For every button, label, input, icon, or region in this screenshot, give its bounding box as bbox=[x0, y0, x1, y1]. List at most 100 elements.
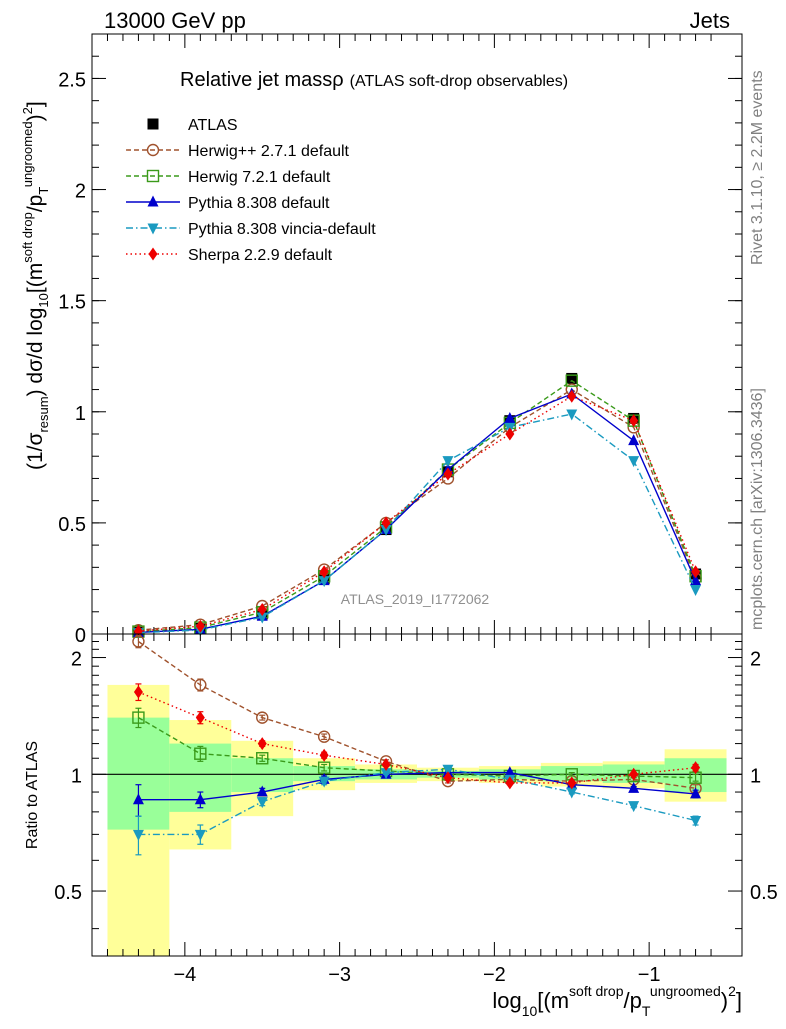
main-point-4-3 bbox=[318, 576, 330, 588]
ratio-point-4-7 bbox=[567, 776, 577, 790]
ratio-point-4-8 bbox=[629, 767, 639, 781]
main-point-4-9 bbox=[690, 585, 702, 597]
main-series-line-5 bbox=[138, 395, 697, 632]
main-ytick-label: 1.5 bbox=[58, 292, 86, 314]
ratio-xtick-label: −3 bbox=[328, 964, 351, 986]
main-ylabel: (1/σresum) dσ/d log10[(msoft drop/pTungr… bbox=[20, 101, 51, 470]
ratio-series-line-3 bbox=[138, 768, 696, 836]
ratio-point-1-0 bbox=[132, 711, 145, 724]
main-ylabel-text: (1/σresum) dσ/d log10[(msoft drop/pTungr… bbox=[20, 101, 51, 470]
ratio-point-3-3 bbox=[318, 776, 330, 788]
ratio-point-4-9 bbox=[691, 761, 701, 775]
ratio-xtick-label: −2 bbox=[483, 964, 506, 986]
ratio-ytick-label-right: 2 bbox=[750, 649, 761, 671]
main-point-4-4 bbox=[380, 525, 392, 537]
ratio-point-4-3 bbox=[319, 748, 329, 762]
x-axis-label: log10[(msoft drop/pTungroomed)2] bbox=[492, 983, 742, 1019]
ratio-ytick-label: 2 bbox=[71, 649, 82, 671]
ratio-xtick-label: −4 bbox=[173, 964, 196, 986]
ratio-point-3-4 bbox=[380, 768, 392, 780]
ratio-point-2-2 bbox=[256, 785, 268, 797]
ratio-xtick-label: −1 bbox=[638, 964, 661, 986]
ratio-point-3-1 bbox=[194, 829, 206, 841]
legend-label-2: Herwig 7.2.1 default bbox=[188, 169, 331, 186]
ratio-point-0-0 bbox=[132, 635, 145, 648]
ratio-point-1-2 bbox=[256, 752, 269, 765]
legend-marker-1 bbox=[146, 143, 160, 157]
ratio-series-line-1 bbox=[138, 716, 696, 779]
ratio-ytick-label-right: 0.5 bbox=[750, 882, 778, 904]
ratio-point-3-8 bbox=[628, 801, 640, 813]
ratio-point-2-6 bbox=[504, 766, 516, 778]
ratio-point-3-5 bbox=[442, 764, 454, 776]
ratio-series-line-0 bbox=[137, 640, 696, 789]
main-series-line-4 bbox=[138, 413, 697, 634]
main-ticks: 0 0.5 1 1.5 2 2.5 bbox=[58, 34, 742, 647]
main-panel: 0 0.5 1 1.5 2 2.5 Relative jet massρ (ATLAS so… bbox=[20, 33, 743, 647]
ratio-point-3-0 bbox=[132, 829, 144, 841]
ratio-point-0-1 bbox=[194, 678, 207, 692]
main-title: Relative jet massρ (ATLAS soft-drop obser… bbox=[180, 69, 568, 91]
main-point-4-7 bbox=[566, 409, 578, 421]
main-point-5-1 bbox=[195, 619, 205, 633]
ratio-ylabel: Ratio to ATLAS bbox=[24, 741, 41, 849]
legend-marker-3 bbox=[147, 195, 159, 207]
main-point-5-3 bbox=[319, 565, 329, 579]
main-title-sub: (ATLAS soft-drop observables) bbox=[350, 73, 568, 90]
ratio-ytick-label-right: 1 bbox=[750, 765, 761, 787]
main-point-5-6 bbox=[505, 427, 515, 441]
main-point-5-4 bbox=[381, 516, 391, 530]
main-point-5-9 bbox=[691, 565, 701, 579]
main-point-3-6 bbox=[504, 411, 516, 423]
ratio-point-1-1 bbox=[194, 747, 207, 760]
ratio-point-0-3 bbox=[317, 730, 331, 743]
ratio-point-3-7 bbox=[566, 787, 578, 799]
main-series-line-1 bbox=[138, 388, 697, 631]
main-point-5-8 bbox=[629, 414, 639, 428]
main-ytick-label: 1 bbox=[75, 403, 86, 425]
ratio-series-layer bbox=[132, 634, 702, 856]
main-title-text: Relative jet massρ bbox=[180, 69, 344, 91]
main-point-3-8 bbox=[628, 434, 640, 446]
legend-label-0: ATLAS bbox=[188, 117, 238, 134]
main-point-5-7 bbox=[567, 389, 577, 403]
ratio-series-line-4 bbox=[138, 691, 696, 784]
legend-marker-4 bbox=[147, 223, 159, 235]
ratio-uncertainty-bands bbox=[107, 684, 727, 956]
ratio-point-4-1 bbox=[195, 711, 205, 725]
ratio-point-2-0 bbox=[132, 793, 144, 805]
ratio-point-4-0 bbox=[133, 685, 143, 699]
mcplots-label: mcplots.cern.ch [arXiv:1306.3436] bbox=[749, 388, 766, 630]
main-series-layer bbox=[132, 372, 702, 640]
ratio-point-3-9 bbox=[690, 816, 702, 828]
ratio-panel: 0.5 0.5 1 1 2 2 −4 −3 −2 −1 Ratio to ATLAS log10[… bbox=[24, 633, 778, 1019]
main-point-5-5 bbox=[443, 467, 453, 481]
ratio-ytick-label: 0.5 bbox=[54, 882, 82, 904]
main-series-line-3 bbox=[138, 393, 697, 634]
main-point-2-7 bbox=[565, 374, 578, 387]
ratio-point-0-2 bbox=[256, 711, 269, 724]
main-point-5-2 bbox=[257, 603, 267, 617]
ratio-point-4-6 bbox=[505, 776, 515, 790]
ratio-series-line-2 bbox=[138, 771, 696, 801]
legend-label-5: Sherpa 2.2.9 default bbox=[188, 247, 333, 264]
header-energy-label: 13000 GeV pp bbox=[104, 8, 246, 33]
legend-label-3: Pythia 8.308 default bbox=[188, 195, 330, 212]
legend-marker-5 bbox=[148, 247, 158, 261]
legend-marker-0 bbox=[147, 118, 159, 130]
main-ytick-label: 2 bbox=[75, 181, 86, 203]
legend-label-4: Pythia 8.308 vincia-default bbox=[188, 221, 376, 238]
main-point-4-8 bbox=[628, 456, 640, 468]
main-point-4-2 bbox=[256, 612, 268, 624]
ratio-frame bbox=[91, 633, 743, 957]
ratio-point-2-8 bbox=[628, 781, 640, 793]
legend-marker-2 bbox=[146, 169, 160, 183]
ratio-point-2-9 bbox=[690, 787, 702, 799]
legend-label-1: Herwig++ 2.7.1 default bbox=[188, 143, 350, 160]
ratio-point-4-2 bbox=[257, 737, 267, 751]
main-point-0-7 bbox=[566, 372, 578, 384]
rivet-version-label: Rivet 3.1.10, ≥ 2.2M events bbox=[749, 70, 766, 265]
ratio-point-2-1 bbox=[194, 793, 206, 805]
